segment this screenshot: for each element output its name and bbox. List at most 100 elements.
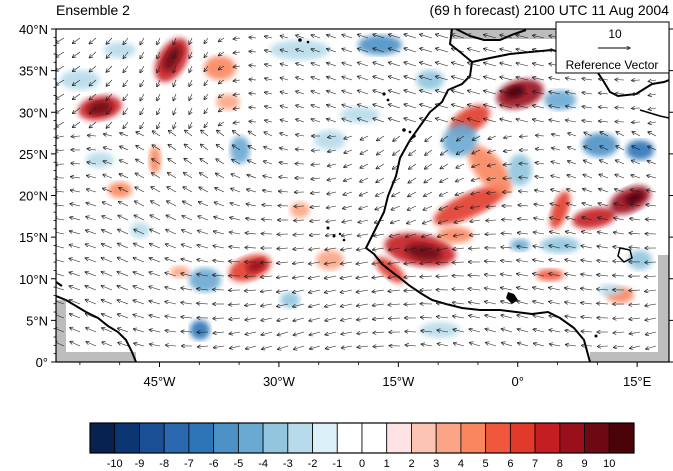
colorbar-swatch: [89, 422, 116, 454]
wind-vector: [262, 205, 273, 206]
wind-vector: [182, 216, 193, 221]
wind-vector: [358, 220, 369, 223]
anomaly-patch: [437, 227, 473, 243]
wind-vector: [71, 163, 81, 164]
wind-vector: [342, 105, 353, 109]
wind-vector: [166, 345, 177, 346]
wind-vector: [56, 121, 65, 127]
wind-vector: [72, 107, 81, 114]
colorbar-tick-label: 10: [603, 458, 615, 470]
wind-vector: [168, 131, 177, 137]
wind-vector: [89, 37, 97, 44]
wind-vector: [245, 233, 257, 234]
wind-vector: [614, 203, 625, 207]
wind-vector: [123, 51, 129, 59]
colorbar-swatch: [262, 422, 289, 454]
wind-vector: [646, 205, 657, 206]
colorbar-swatch: [411, 422, 437, 454]
colorbar-tick-label: 0: [359, 458, 365, 470]
wind-vector: [391, 219, 401, 223]
anomaly-patch: [420, 322, 460, 338]
wind-vector: [218, 51, 225, 56]
wind-vector: [296, 135, 305, 137]
wind-vector: [533, 35, 545, 39]
wind-vector: [373, 248, 385, 250]
wind-vector: [325, 345, 337, 349]
wind-vector: [420, 48, 433, 53]
wind-vector: [408, 191, 417, 197]
wind-vector: [565, 106, 577, 108]
wind-vector: [173, 65, 176, 73]
wind-vector: [389, 318, 401, 319]
colorbar-tick-label: -9: [135, 458, 145, 470]
wind-vector: [551, 162, 561, 165]
wind-vector: [311, 164, 321, 165]
wind-vector: [566, 203, 577, 207]
wind-vector: [615, 122, 625, 123]
wind-vector: [583, 175, 593, 179]
wind-vector: [197, 274, 209, 276]
wind-vector: [150, 215, 161, 221]
colorbar-swatch: [139, 422, 165, 454]
wind-vector: [468, 302, 481, 304]
wind-vector: [198, 202, 209, 207]
wind-vector: [452, 48, 465, 53]
wind-vector: [230, 203, 241, 207]
wind-vector: [533, 329, 545, 333]
anomaly-patch: [340, 107, 380, 123]
wind-vector: [118, 243, 129, 249]
wind-vector: [470, 206, 481, 208]
wind-vector: [277, 248, 289, 249]
wind-vector: [631, 160, 641, 165]
wind-vector: [197, 260, 209, 263]
wind-vector: [452, 289, 465, 290]
wind-vector: [472, 149, 481, 154]
wind-vector: [310, 206, 321, 207]
wind-vector: [424, 177, 433, 183]
wind-vector: [296, 77, 305, 81]
wind-vector: [484, 91, 497, 95]
wind-vector: [293, 331, 305, 335]
wind-vector: [613, 318, 625, 319]
anomaly-patch: [86, 152, 114, 168]
wind-vector: [376, 191, 385, 196]
reference-vector-label: Reference Vector: [566, 58, 659, 72]
wind-vector: [357, 62, 369, 67]
reference-vector-magnitude: 10: [608, 27, 622, 41]
wind-vector: [344, 135, 353, 139]
anomaly-patch: [204, 56, 236, 80]
wind-vector: [501, 315, 513, 319]
wind-vector: [89, 93, 97, 100]
wind-vector: [230, 346, 241, 348]
wind-vector: [56, 205, 65, 206]
wind-vector: [437, 248, 449, 250]
wind-vector: [565, 78, 577, 80]
wind-vector: [599, 79, 609, 80]
wind-vector: [357, 346, 369, 347]
wind-vector: [150, 344, 161, 346]
wind-vector: [311, 105, 321, 109]
wind-vector: [197, 346, 209, 347]
wind-vector: [87, 135, 97, 136]
wind-vector: [311, 35, 321, 39]
wind-vector: [218, 65, 225, 70]
wind-vector: [86, 203, 97, 207]
wind-vector: [518, 343, 529, 347]
wind-vector: [152, 131, 161, 137]
wind-vector: [549, 232, 561, 234]
wind-vector: [342, 77, 353, 81]
wind-vector: [581, 288, 593, 290]
wind-vector: [325, 248, 337, 250]
wind-vector: [648, 146, 657, 151]
wind-vector: [500, 91, 513, 95]
wind-vector: [469, 234, 481, 235]
wind-vector: [567, 161, 577, 165]
wind-vector: [278, 345, 289, 349]
wind-vector: [133, 286, 145, 291]
wind-vector: [341, 332, 353, 334]
wind-vector: [630, 346, 641, 348]
wind-vector: [501, 288, 513, 291]
wind-vector: [56, 342, 65, 347]
wind-vector: [296, 105, 305, 109]
wind-vector: [118, 202, 129, 207]
